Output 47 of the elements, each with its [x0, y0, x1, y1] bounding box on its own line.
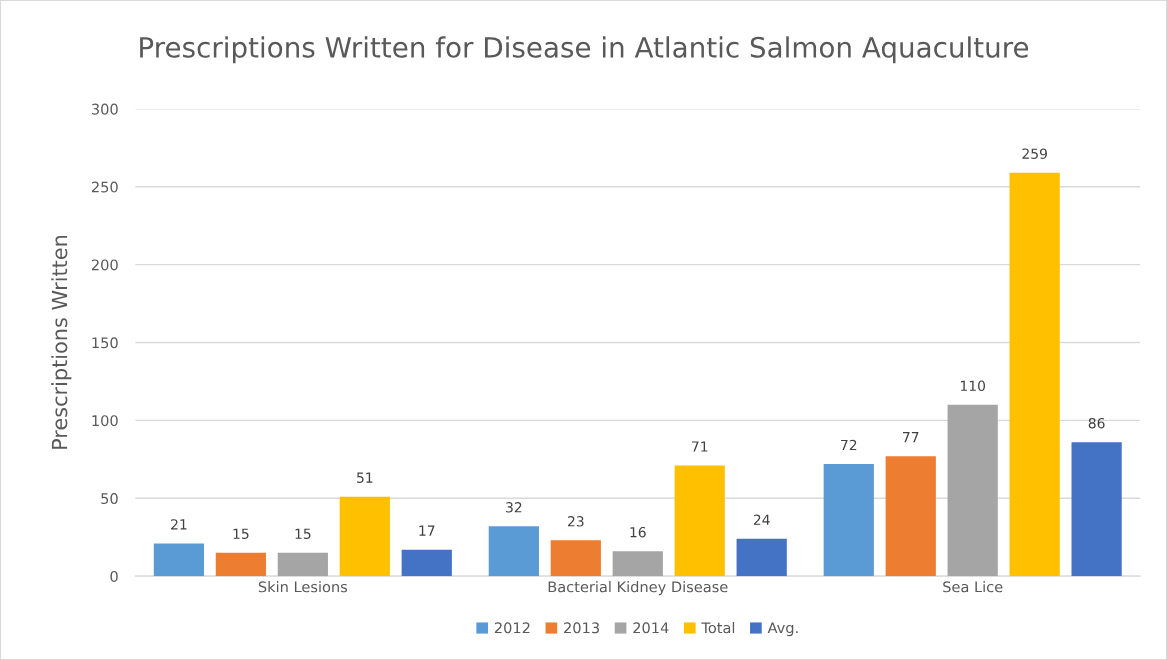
data-label: 71 — [692, 441, 708, 452]
data-label: 86 — [1088, 417, 1105, 429]
x-tick-label: Bacterial Kidney Disease — [548, 581, 728, 596]
bar — [215, 552, 266, 577]
data-label: 15 — [295, 528, 311, 540]
data-label: 23 — [567, 516, 584, 527]
data-label: 17 — [419, 525, 435, 536]
bar — [612, 551, 663, 577]
legend-label: 2012 — [494, 622, 530, 634]
y-tick-label: 250 — [91, 181, 118, 193]
bar — [1071, 442, 1122, 577]
y-tick-label: 200 — [91, 259, 118, 271]
data-label: 110 — [960, 380, 986, 392]
bar — [277, 552, 328, 577]
data-label: 24 — [753, 514, 770, 525]
y-tick-label: 50 — [101, 493, 118, 505]
y-tick-label: 100 — [92, 415, 118, 427]
x-tick-label: Sea Lice — [943, 581, 1003, 593]
data-label: 259 — [1022, 148, 1047, 159]
bar — [550, 540, 601, 577]
data-label: 72 — [841, 439, 857, 451]
bar — [488, 526, 539, 577]
x-tick-label: Skin Lesions — [258, 581, 348, 593]
data-label: 15 — [233, 528, 249, 540]
legend-label: Avg. — [767, 622, 798, 637]
bar — [339, 496, 390, 577]
y-tick-label: 300 — [91, 103, 118, 115]
legend-label: 2013 — [564, 622, 599, 634]
bar — [823, 464, 874, 577]
data-label: 51 — [357, 472, 373, 483]
bar — [674, 465, 725, 577]
bar — [153, 543, 205, 577]
y-tick-label: 150 — [92, 337, 118, 349]
bar — [1009, 172, 1060, 577]
bar — [736, 538, 787, 577]
data-label: 21 — [171, 519, 187, 530]
bar — [947, 404, 998, 577]
legend-label: 2014 — [633, 622, 669, 634]
legend-label: Total — [701, 622, 735, 634]
y-tick-label: 0 — [110, 570, 118, 582]
chart-title: Prescriptions Written for Disease in Atlantic Salmon Aquaculture — [140, 36, 1029, 64]
bar — [401, 549, 452, 577]
data-label: 16 — [630, 526, 646, 538]
data-label: 77 — [903, 432, 919, 443]
y-axis-title: Prescriptions Written — [51, 235, 72, 449]
data-label: 32 — [506, 502, 522, 513]
bar — [885, 456, 936, 577]
